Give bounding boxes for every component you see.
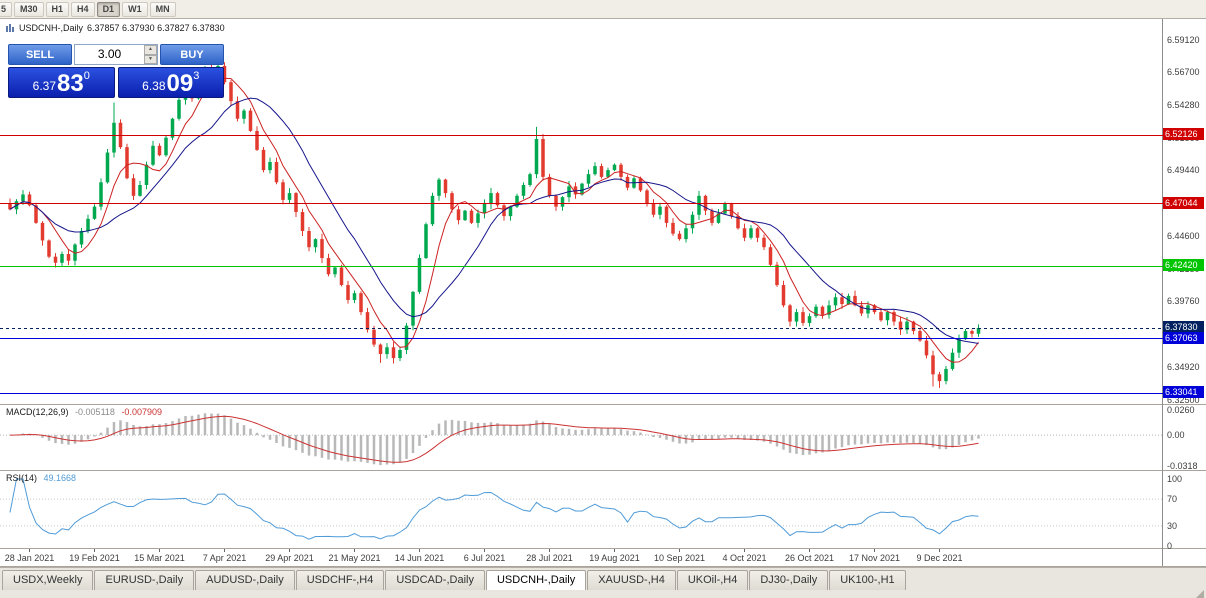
chart-tab-usdcnh-daily[interactable]: USDCNH-,Daily — [485, 570, 587, 590]
rsi-axis-label: 70 — [1167, 494, 1178, 505]
bid-pips: 83 — [57, 70, 84, 97]
ask-point: 3 — [193, 70, 200, 82]
macd-axis-label: 0.0260 — [1167, 404, 1195, 415]
rsi-pane-title: RSI(14) 49.1668 — [6, 473, 76, 483]
date-axis-label: 9 Dec 2021 — [916, 553, 963, 563]
lot-increase-button[interactable]: ▲ — [144, 45, 157, 55]
buy-button[interactable]: BUY — [160, 44, 224, 65]
ohlc-values: 6.37857 6.37930 6.37827 6.37830 — [87, 23, 225, 33]
price-badge-bid: 6.37830 — [1163, 321, 1204, 334]
candlestick-chart-icon — [6, 24, 14, 32]
macd-histogram — [15, 413, 980, 466]
price-axis-label: 6.56700 — [1167, 67, 1200, 78]
date-axis-label: 4 Oct 2021 — [722, 553, 767, 563]
lot-size-field: 3.00 ▲ ▼ — [74, 44, 158, 65]
rsi-axis-label: 100 — [1167, 474, 1183, 484]
price-axis-label: 6.44600 — [1167, 230, 1200, 241]
price-badge-support: 6.33041 — [1163, 386, 1204, 399]
chart-tab-usdx-weekly[interactable]: USDX,Weekly — [2, 570, 94, 590]
date-axis-label: 19 Feb 2021 — [69, 553, 120, 563]
symbol-name: USDCNH-,Daily — [19, 23, 84, 33]
timeframe-button-D1[interactable]: D1 — [96, 1, 121, 17]
timeframe-button-H4[interactable]: H4 — [71, 1, 95, 17]
price-axis-label: 6.59120 — [1167, 34, 1200, 45]
rsi-line — [9, 478, 979, 540]
one-click-trade-panel: SELL 3.00 ▲ ▼ BUY 6.37 83 0 6.38 09 3 — [8, 44, 224, 98]
timeframe-toolbar: 5 M30 H1 H4 D1 W1 MN — [0, 0, 1206, 19]
bid-price-display[interactable]: 6.37 83 0 — [8, 67, 115, 98]
macd-axis-label: 0.00 — [1167, 430, 1185, 441]
date-axis-label: 21 May 2021 — [328, 553, 381, 563]
price-axis-label: 6.49440 — [1167, 165, 1200, 176]
status-strip — [0, 590, 1206, 598]
ma-slow-line — [9, 97, 979, 344]
chart-tabs-bar: USDX,Weekly EURUSD-,Daily AUDUSD-,Daily USD… — [0, 567, 1206, 590]
ask-price-display[interactable]: 6.38 09 3 — [117, 67, 224, 98]
date-axis-label: 14 Jun 2021 — [394, 553, 445, 563]
price-axis-label: 6.32500 — [1167, 394, 1200, 405]
date-axis-ticks — [29, 549, 940, 552]
pane-separators — [0, 19, 1206, 567]
ask-pips: 09 — [166, 70, 194, 97]
date-axis-label: 7 Apr 2021 — [202, 553, 247, 563]
price-badge-level: 6.42420 — [1163, 259, 1204, 272]
chart-tab-usdchf-h4[interactable]: USDCHF-,H4 — [295, 570, 385, 590]
macd-axis-label: -0.0318 — [1167, 460, 1198, 471]
chart-tab-audusd-daily[interactable]: AUDUSD-,Daily — [195, 570, 295, 590]
chart-title: USDCNH-,Daily 6.37857 6.37930 6.37827 6.… — [5, 23, 225, 33]
date-axis-label: 19 Aug 2021 — [589, 553, 640, 563]
rsi-indicator-label: RSI(14) — [6, 473, 38, 483]
price-level-lines — [0, 135, 1163, 394]
rsi-value: 49.1668 — [43, 473, 77, 483]
ma-fast-line — [9, 77, 979, 363]
date-axis-label: 28 Jan 2021 — [4, 553, 55, 563]
timeframe-button-MN[interactable]: MN — [149, 1, 176, 17]
date-axis-label: 10 Sep 2021 — [653, 553, 706, 563]
chart-tab-eurusd-daily[interactable]: EURUSD-,Daily — [94, 570, 195, 590]
lot-size-input[interactable]: 3.00 — [97, 47, 122, 61]
macd-indicator-label: MACD(12,26,9) — [6, 407, 69, 417]
date-axis-label: 29 Apr 2021 — [265, 553, 314, 563]
timeframe-button-W1[interactable]: W1 — [122, 1, 148, 17]
rsi-axis-label: 0 — [1167, 541, 1173, 551]
date-axis-label: 17 Nov 2021 — [848, 553, 901, 563]
chart-tab-dj30-daily[interactable]: DJ30-,Daily — [749, 570, 829, 590]
macd-signal-value: -0.007909 — [121, 407, 162, 417]
date-axis-label: 26 Oct 2021 — [784, 553, 835, 563]
timeframe-button-5[interactable]: 5 — [0, 1, 13, 17]
timeframe-button-M30[interactable]: M30 — [14, 1, 44, 17]
macd-signal-line — [9, 415, 979, 463]
sell-button[interactable]: SELL — [8, 44, 72, 65]
price-badge-resistance: 6.47044 — [1163, 196, 1204, 209]
date-axis-label: 15 Mar 2021 — [134, 553, 185, 563]
bid-prefix: 6.37 — [32, 79, 57, 93]
chart-tab-ukoil-h4[interactable]: UKOil-,H4 — [676, 570, 749, 590]
chart-tab-usdcad-daily[interactable]: USDCAD-,Daily — [385, 570, 485, 590]
date-axis-label: 6 Jul 2021 — [463, 553, 506, 563]
date-axis-label: 28 Jul 2021 — [526, 553, 573, 563]
macd-pane-title: MACD(12,26,9) -0.005118 -0.007909 — [6, 407, 162, 417]
price-badge-support: 6.37063 — [1163, 331, 1204, 344]
chart-tab-xauusd-h4[interactable]: XAUUSD-,H4 — [587, 570, 676, 590]
rsi-axis-label: 30 — [1167, 520, 1178, 531]
ask-prefix: 6.38 — [142, 79, 166, 93]
price-axis-label: 6.54280 — [1167, 99, 1200, 110]
macd-main-value: -0.005118 — [75, 407, 115, 417]
timeframe-button-H1[interactable]: H1 — [45, 1, 70, 17]
lot-decrease-button[interactable]: ▼ — [144, 54, 157, 64]
chart-tab-uk100-h1[interactable]: UK100-,H1 — [829, 570, 906, 590]
resize-grip-icon[interactable] — [1196, 590, 1204, 598]
candles-layer — [8, 57, 981, 388]
lot-spinner: ▲ ▼ — [144, 45, 157, 64]
bid-point: 0 — [83, 70, 90, 82]
price-badge-resistance: 6.52126 — [1163, 128, 1204, 141]
price-axis-label: 6.39760 — [1167, 296, 1200, 307]
price-axis-label: 6.34920 — [1167, 361, 1200, 372]
